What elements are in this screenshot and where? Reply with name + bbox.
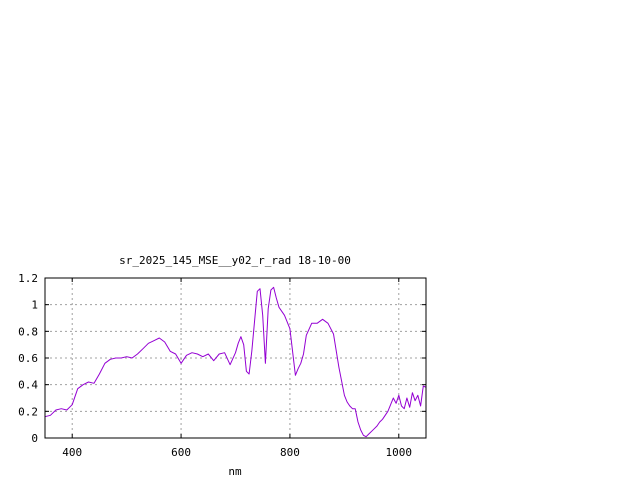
x-axis-label: nm xyxy=(228,465,242,478)
x-tick-label: 600 xyxy=(171,446,191,459)
y-tick-label: 0 xyxy=(31,432,38,445)
chart-title: sr_2025_145_MSE__y02_r_rad 18-10-00 xyxy=(119,254,351,267)
y-tick-label: 0.8 xyxy=(18,325,38,338)
label-layer: 0 0.2 0.4 0.6 0.8 1 1.2 400 600 800 1000 xyxy=(18,272,412,459)
spectrum-series-line xyxy=(44,286,427,438)
y-tick-label: 0.2 xyxy=(18,405,38,418)
x-tick-label: 800 xyxy=(280,446,300,459)
y-tick-label: 1.2 xyxy=(18,272,38,285)
x-tick-label: 1000 xyxy=(386,446,413,459)
tick-layer xyxy=(45,277,426,439)
y-tick-label: 0.6 xyxy=(18,352,38,365)
x-tick-label: 400 xyxy=(62,446,82,459)
y-tick-label: 0.4 xyxy=(18,379,38,392)
y-tick-label: 1 xyxy=(31,299,38,312)
grid-layer xyxy=(45,278,426,438)
series-layer xyxy=(44,286,427,438)
